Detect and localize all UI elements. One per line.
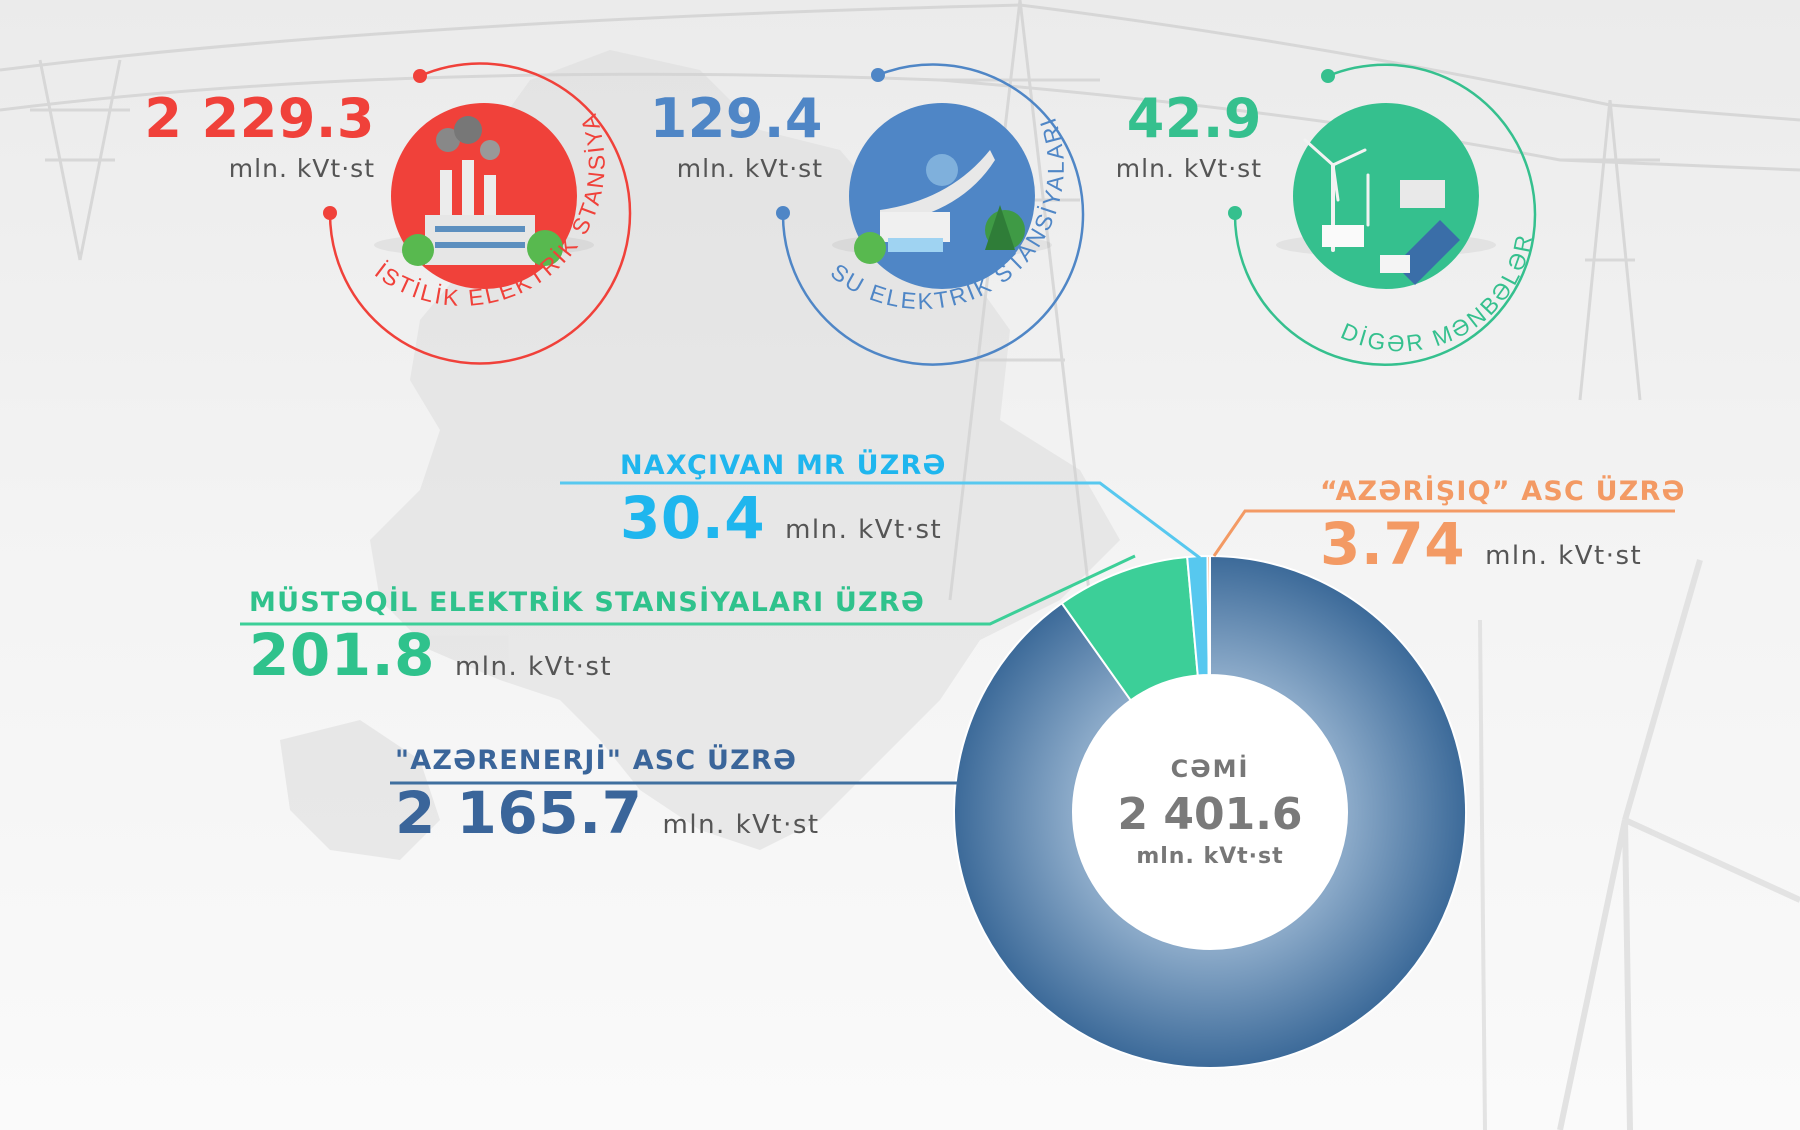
total-unit: mln. kVt·st — [1136, 844, 1284, 869]
azerenerji-value: 2 165.7 — [395, 779, 643, 847]
thermal-plant-icon — [402, 116, 563, 266]
naxcivan-title: NAXÇIVAN MR ÜZRƏ — [620, 450, 947, 481]
azerisiq-leader-line — [1212, 509, 1675, 557]
naxcivan-leader-line — [560, 481, 1201, 560]
wind-solar-icon — [1303, 138, 1460, 285]
azerisiq-unit: mln. kVt·st — [1485, 541, 1643, 571]
leader-lines — [240, 481, 1675, 785]
mustaqil-label-block: MÜSTƏQİL ELEKTRİK STANSİYALARI ÜZRƏ 201.… — [249, 589, 925, 684]
other-value-block: 42.9 mln. kVt·st — [1115, 87, 1262, 183]
azerenerji-title: "AZƏRENERJİ" ASC ÜZRƏ — [395, 745, 798, 776]
azerisiq-slice — [1206, 554, 1211, 677]
naxcivan-value: 30.4 — [620, 484, 766, 552]
thermal-source-graphic — [323, 62, 632, 365]
hydro-value-block: 129.4 mln. kVt·st — [649, 87, 823, 183]
naxcivan-unit: mln. kVt·st — [785, 515, 943, 545]
other-unit: mln. kVt·st — [1115, 154, 1262, 183]
azerenerji-unit: mln. kVt·st — [662, 810, 820, 840]
azerenerji-label-block: "AZƏRENERJİ" ASC ÜZRƏ 2 165.7 mln. kVt·s… — [395, 747, 820, 842]
thermal-unit: mln. kVt·st — [228, 154, 375, 183]
hydro-dam-icon — [854, 150, 1025, 264]
sources-graphics: İSTİLİK ELEKTRİK STANSİYALARI SU ELEKTRİ… — [0, 0, 1537, 366]
mustaqil-title: MÜSTƏQİL ELEKTRİK STANSİYALARI ÜZRƏ — [249, 587, 925, 618]
thermal-value: 2 229.3 — [144, 87, 375, 150]
hydro-source-graphic — [776, 63, 1085, 366]
hydro-value: 129.4 — [649, 87, 823, 150]
mustaqil-value: 201.8 — [249, 621, 435, 689]
naxcivan-label-block: NAXÇIVAN MR ÜZRƏ 30.4 mln. kVt·st — [620, 452, 947, 547]
mustaqil-unit: mln. kVt·st — [454, 652, 613, 682]
donut-center-total: CƏMİ 2 401.6 mln. kVt·st — [1090, 755, 1330, 869]
azerisiq-title: “AZƏRİŞIQ” ASC ÜZRƏ — [1320, 476, 1686, 507]
wind-turbine — [1478, 559, 1800, 1130]
thermal-value-block: 2 229.3 mln. kVt·st — [144, 87, 375, 183]
total-label: CƏMİ — [1170, 755, 1250, 783]
azerisiq-label-block: “AZƏRİŞIQ” ASC ÜZRƏ 3.74 mln. kVt·st — [1320, 478, 1686, 573]
mustaqil-leader-line — [240, 554, 1136, 626]
donut-hole — [1073, 675, 1347, 949]
other-source-graphic — [1228, 63, 1537, 366]
hydro-unit: mln. kVt·st — [676, 154, 823, 183]
other-value: 42.9 — [1126, 87, 1262, 150]
total-value: 2 401.6 — [1117, 789, 1303, 840]
azerisiq-value: 3.74 — [1320, 510, 1466, 578]
